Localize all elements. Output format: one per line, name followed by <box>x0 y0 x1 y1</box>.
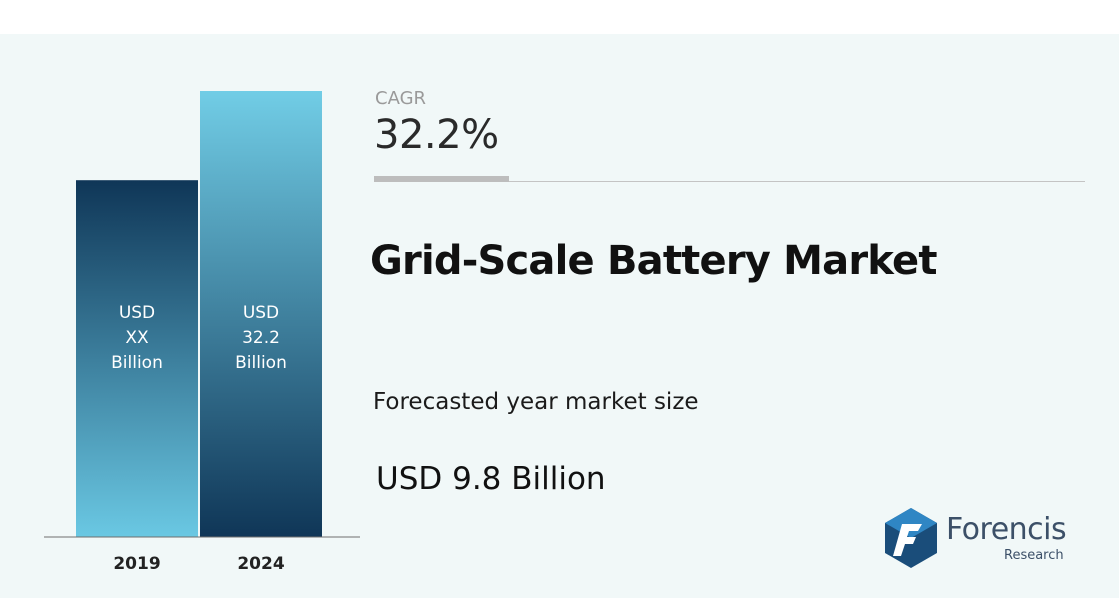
bar-label-2024-line-2: 32.2 <box>242 328 280 348</box>
bar-label-2019-line-1: USD <box>119 303 155 323</box>
bar-label-2019-line-3: Billion <box>111 353 163 373</box>
bar-chart: USD XX Billion 2019 USD 32.2 Billion 2024 <box>44 91 360 574</box>
forencis-hexagon-icon <box>885 508 937 568</box>
logo-name: Forencis <box>946 512 1067 547</box>
bar-2024 <box>200 91 322 537</box>
cagr-value: 32.2% <box>374 112 499 158</box>
bar-label-2019-line-2: XX <box>125 328 149 348</box>
forecast-label: Forecasted year market size <box>373 389 699 415</box>
bar-label-2024-line-1: USD <box>243 303 279 323</box>
x-tick-label-2024: 2024 <box>237 554 284 574</box>
forecast-value: USD 9.8 Billion <box>376 461 606 497</box>
x-tick-label-2019: 2019 <box>113 554 160 574</box>
forencis-logo: Forencis Research <box>880 506 1070 568</box>
logo-subtitle: Research <box>1004 548 1064 563</box>
market-title: Grid-Scale Battery Market <box>370 238 937 284</box>
divider-accent <box>374 176 509 182</box>
bar-2019 <box>76 180 198 537</box>
divider-line <box>374 181 1085 182</box>
cagr-label: CAGR <box>375 88 427 109</box>
bar-label-2024-line-3: Billion <box>235 353 287 373</box>
